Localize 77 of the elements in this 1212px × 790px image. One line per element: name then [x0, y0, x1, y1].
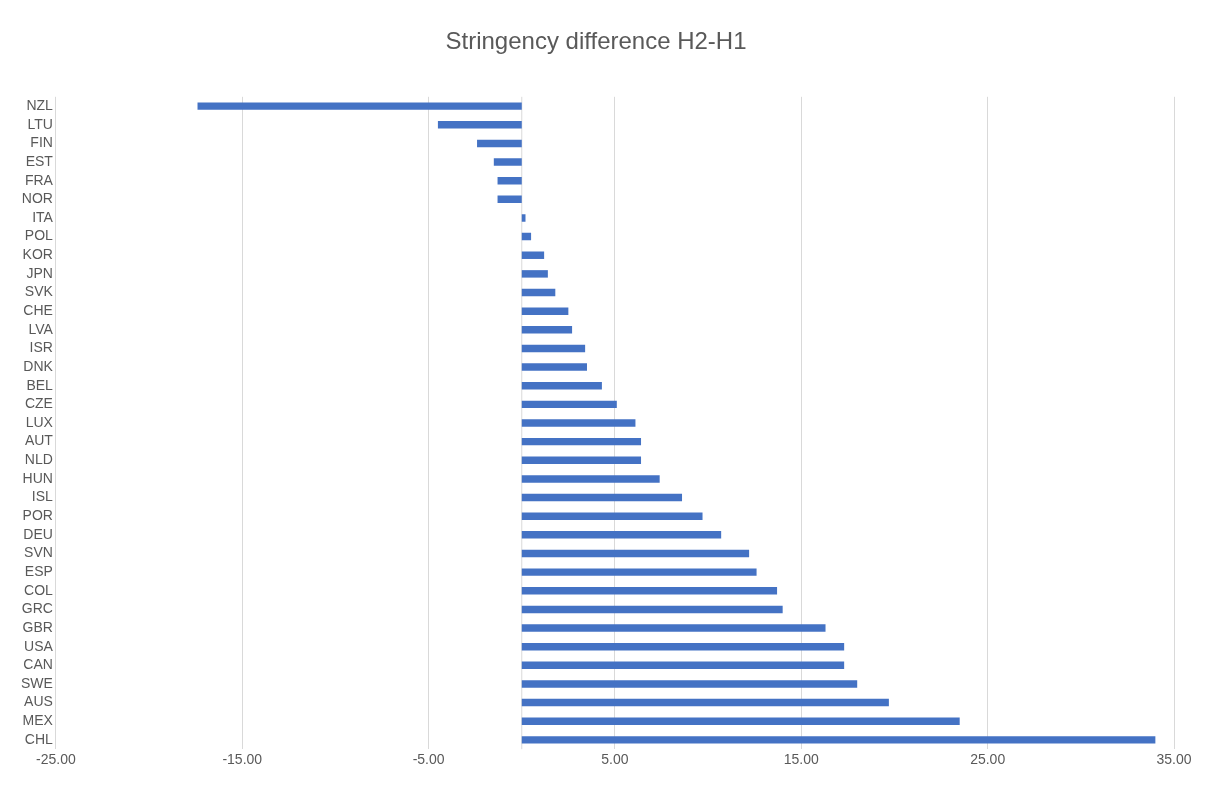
y-tick-label: HUN — [22, 469, 53, 486]
y-tick-label: POL — [24, 227, 54, 244]
y-tick-label: GRC — [21, 600, 53, 617]
bar — [521, 624, 826, 632]
y-tick-label: CHE — [23, 302, 53, 319]
bar — [497, 176, 522, 185]
y-tick-label: CHL — [24, 730, 54, 747]
bar — [437, 121, 522, 129]
bar — [521, 642, 845, 651]
y-tick-label: LUX — [25, 413, 54, 430]
bar — [521, 568, 757, 576]
y-tick-label: USA — [24, 637, 54, 654]
bar — [521, 587, 778, 595]
bar — [521, 251, 545, 259]
y-tick-label: NLD — [24, 451, 53, 468]
bar — [477, 139, 522, 148]
y-tick-label: CZE — [24, 395, 53, 412]
bar — [521, 493, 683, 502]
bar — [521, 698, 889, 707]
bar — [521, 419, 636, 427]
bar — [521, 363, 587, 371]
bar — [521, 512, 703, 520]
bar — [521, 344, 586, 353]
bar — [521, 288, 556, 297]
y-tick-label: ITA — [32, 208, 54, 225]
y-tick-label: COL — [24, 581, 54, 598]
bar — [521, 270, 548, 278]
y-tick-label: DEU — [23, 525, 53, 542]
bar — [493, 158, 522, 166]
y-tick-label: ESP — [24, 562, 53, 579]
y-tick-label: EST — [25, 152, 54, 169]
y-tick-label: NZL — [26, 96, 54, 113]
y-tick-label: SWE — [21, 674, 53, 691]
bar — [521, 680, 858, 688]
y-tick-label: LVA — [28, 320, 54, 337]
y-tick-label: FIN — [30, 134, 53, 151]
y-tick-label: AUT — [24, 432, 54, 449]
bar — [521, 381, 602, 390]
y-tick-label: GBR — [22, 618, 53, 635]
y-tick-label: SVN — [24, 544, 53, 561]
y-tick-label: ISR — [29, 339, 53, 356]
x-tick-label: 15.00 — [783, 751, 820, 768]
bar — [521, 232, 532, 241]
y-tick-label: BEL — [26, 376, 54, 393]
bar — [521, 456, 642, 465]
bar — [521, 475, 660, 483]
bar — [521, 736, 1156, 744]
bar — [521, 661, 845, 670]
bar — [521, 531, 722, 539]
y-tick-label: LTU — [27, 115, 53, 132]
x-tick-label: 25.00 — [970, 751, 1006, 768]
y-tick-label: DNK — [23, 357, 54, 374]
y-tick-label: FRA — [24, 171, 54, 188]
y-tick-label: ISL — [31, 488, 54, 505]
y-tick-label: KOR — [22, 246, 53, 263]
bar — [521, 326, 573, 334]
bar — [521, 437, 642, 446]
chart-title: Stringency difference H2-H1 — [445, 27, 747, 55]
y-tick-label: JPN — [26, 264, 53, 281]
y-tick-label: NOR — [21, 190, 53, 207]
x-tick-label: -25.00 — [36, 751, 76, 768]
bar — [497, 195, 522, 204]
y-tick-label: SVK — [24, 283, 54, 300]
x-tick-label: 5.00 — [601, 751, 629, 768]
bar — [197, 102, 522, 110]
y-tick-label: POR — [22, 507, 53, 524]
x-tick-label: -5.00 — [412, 751, 445, 768]
bar — [521, 549, 750, 558]
bar — [521, 307, 569, 315]
x-tick-label: -15.00 — [222, 751, 263, 768]
y-tick-label: AUS — [24, 693, 53, 710]
y-tick-label: CAN — [23, 656, 53, 673]
bar — [521, 717, 960, 725]
y-tick-label: MEX — [22, 712, 54, 729]
bar — [521, 400, 617, 409]
bar — [521, 605, 783, 614]
x-tick-label: 35.00 — [1156, 751, 1192, 768]
